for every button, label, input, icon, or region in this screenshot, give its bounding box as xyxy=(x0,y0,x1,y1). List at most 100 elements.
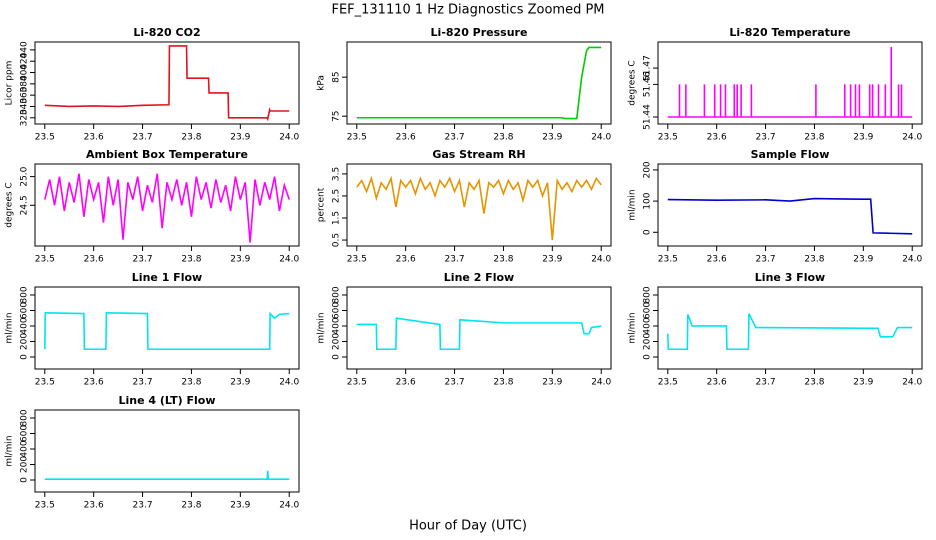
y-axis-label: ml/min xyxy=(628,312,638,343)
data-line xyxy=(356,175,602,241)
x-tick-label: 23.6 xyxy=(84,501,104,511)
panel: Gas Stream RH percent 23.5 23.6 23.7 23.8 23.9… xyxy=(317,148,612,265)
panel-title: Line 3 Flow xyxy=(755,271,825,284)
y-tick-label: 200 xyxy=(643,333,653,350)
x-tick-label: 24.0 xyxy=(902,378,922,388)
x-tick-label: 23.7 xyxy=(445,133,465,143)
y-tick-label: 100 xyxy=(643,192,653,209)
x-tick-label: 23.5 xyxy=(35,133,55,143)
panel-title: Li-820 CO2 xyxy=(133,26,200,39)
y-tick-label: 600 xyxy=(332,302,342,319)
plot-frame xyxy=(346,41,612,125)
y-axis-label: Licor ppm xyxy=(5,61,15,106)
x-tick-label: 24.0 xyxy=(902,133,922,143)
panel: Line 1 Flow ml/min 23.5 23.6 23.7 23.8 23.9 24.… xyxy=(5,271,300,388)
panel-title: Li-820 Pressure xyxy=(431,26,528,39)
x-tick-label: 23.9 xyxy=(853,255,873,265)
y-tick-label: 600 xyxy=(643,302,653,319)
y-axis-label: degrees C xyxy=(5,182,15,227)
x-tick-label: 23.9 xyxy=(542,133,562,143)
y-tick-label: 380 xyxy=(20,75,30,92)
y-tick-label: 800 xyxy=(332,286,342,303)
y-axis-label: percent xyxy=(317,187,327,222)
x-tick-label: 23.8 xyxy=(181,501,201,511)
figure-title: FEF_131110 1 Hz Diagnostics Zoomed PM xyxy=(331,3,604,18)
data-line xyxy=(667,197,913,235)
x-tick-label: 23.6 xyxy=(707,133,727,143)
x-tick-label: 23.7 xyxy=(133,255,153,265)
x-tick-label: 24.0 xyxy=(591,255,611,265)
x-tick-label: 23.7 xyxy=(133,378,153,388)
x-tick-label: 23.5 xyxy=(35,501,55,511)
y-tick-label: 51.46 xyxy=(643,71,653,97)
x-tick-label: 23.5 xyxy=(347,133,367,143)
x-axis-label: Hour of Day (UTC) xyxy=(409,519,527,534)
x-tick-label: 23.8 xyxy=(181,133,201,143)
y-tick-label: 0 xyxy=(20,354,30,360)
x-tick-label: 23.8 xyxy=(181,378,201,388)
panel: Li-820 CO2 Licor ppm 23.5 23.6 23.7 23.8 23.9 2… xyxy=(5,26,300,143)
plot-frame xyxy=(34,41,300,125)
panel: Line 2 Flow ml/min 23.5 23.6 23.7 23.8 23.9 24.… xyxy=(317,271,612,388)
x-tick-label: 23.6 xyxy=(396,133,416,143)
y-axis-label: ml/min xyxy=(317,312,327,343)
panel: Sample Flow ml/min 23.5 23.6 23.7 23.8 23.9 24.… xyxy=(628,148,923,265)
y-tick-label: 0 xyxy=(643,229,653,235)
y-tick-label: 3.5 xyxy=(332,167,342,181)
y-tick-label: 800 xyxy=(20,286,30,303)
panel-title: Gas Stream RH xyxy=(432,148,525,161)
y-tick-label: 200 xyxy=(20,333,30,350)
y-tick-label: 360 xyxy=(20,86,30,103)
data-line xyxy=(356,317,602,351)
data-line xyxy=(44,173,290,243)
x-tick-label: 23.9 xyxy=(853,378,873,388)
data-line xyxy=(667,46,913,118)
y-tick-label: 800 xyxy=(20,409,30,426)
x-tick-label: 23.5 xyxy=(347,255,367,265)
x-tick-label: 23.8 xyxy=(493,133,513,143)
y-tick-label: 400 xyxy=(20,64,30,81)
panel-title: Line 1 Flow xyxy=(132,271,202,284)
y-tick-label: 800 xyxy=(643,286,653,303)
x-tick-label: 23.6 xyxy=(84,378,104,388)
x-tick-label: 23.7 xyxy=(756,255,776,265)
plot-frame xyxy=(657,286,923,370)
y-tick-label: 600 xyxy=(20,302,30,319)
x-tick-label: 23.9 xyxy=(230,378,250,388)
x-tick-label: 23.6 xyxy=(707,255,727,265)
y-tick-label: 440 xyxy=(20,41,30,58)
panel: Li-820 Temperature degrees C 23.5 23.6 23.7 2… xyxy=(628,26,923,143)
y-tick-label: 0.5 xyxy=(332,233,342,247)
y-tick-label: 25.0 xyxy=(20,166,30,186)
y-tick-label: 24.5 xyxy=(20,195,30,215)
x-tick-label: 23.6 xyxy=(84,133,104,143)
panel-title: Li-820 Temperature xyxy=(729,26,850,39)
x-tick-label: 23.5 xyxy=(658,255,678,265)
x-tick-label: 23.6 xyxy=(396,378,416,388)
plot-frame xyxy=(34,409,300,493)
y-tick-label: 420 xyxy=(20,52,30,69)
x-tick-label: 23.8 xyxy=(804,133,824,143)
x-tick-label: 23.9 xyxy=(853,133,873,143)
plot-frame xyxy=(34,286,300,370)
panel-title: Line 4 (LT) Flow xyxy=(119,394,216,407)
x-tick-label: 23.5 xyxy=(347,378,367,388)
x-tick-label: 23.7 xyxy=(445,378,465,388)
x-tick-label: 23.9 xyxy=(230,133,250,143)
data-line xyxy=(43,311,290,351)
x-tick-label: 24.0 xyxy=(591,133,611,143)
x-tick-label: 23.7 xyxy=(756,133,776,143)
y-axis-label: ml/min xyxy=(5,312,15,343)
x-tick-label: 23.8 xyxy=(804,378,824,388)
x-tick-label: 23.5 xyxy=(35,255,55,265)
y-tick-label: 200 xyxy=(643,161,653,178)
y-tick-label: 400 xyxy=(20,440,30,457)
x-tick-label: 23.8 xyxy=(493,378,513,388)
y-tick-label: 51.47 xyxy=(643,55,653,81)
y-axis-label: ml/min xyxy=(628,189,638,220)
y-tick-label: 1.5 xyxy=(332,211,342,225)
y-axis-label: ml/min xyxy=(5,435,15,466)
x-tick-label: 23.5 xyxy=(658,378,678,388)
